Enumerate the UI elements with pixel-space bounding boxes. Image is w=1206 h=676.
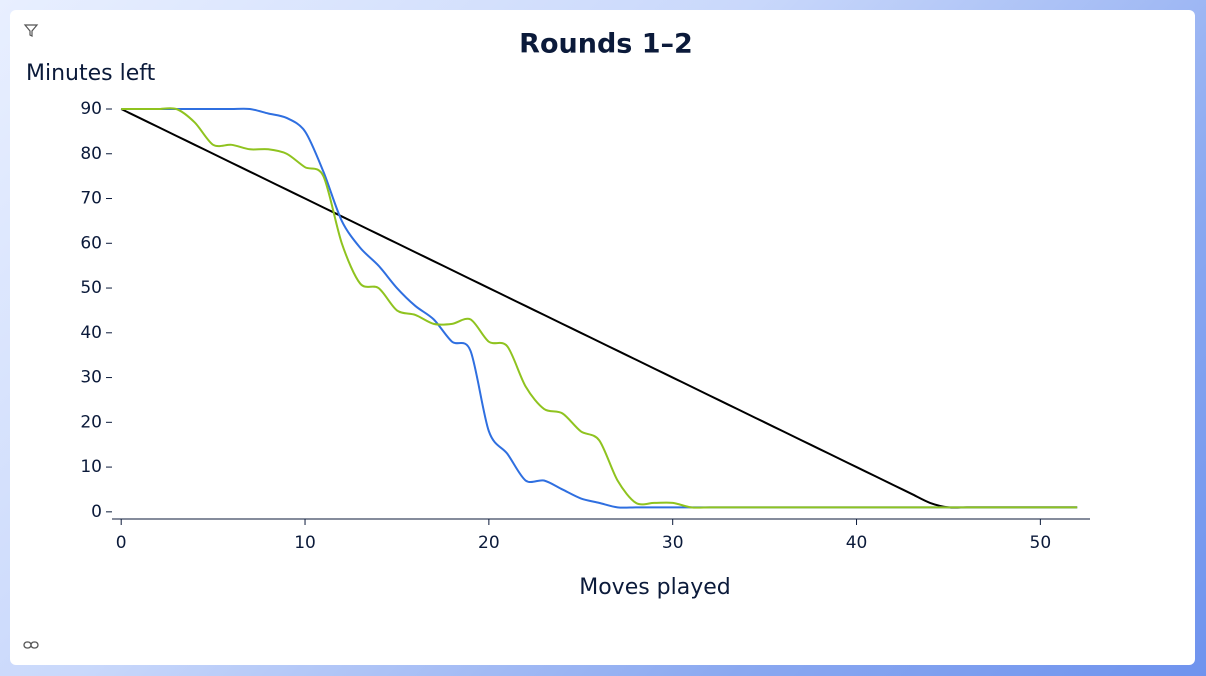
y-axis-label: Minutes left — [26, 61, 156, 86]
series-line — [121, 107, 1078, 509]
y-tick-label: 0 — [91, 502, 102, 522]
x-axis-label: Moves played — [579, 575, 731, 600]
x-tick-label: 30 — [662, 533, 684, 553]
y-tick-label: 80 — [80, 144, 102, 164]
y-tick-label: 60 — [80, 233, 102, 253]
y-tick-label: 50 — [80, 278, 102, 298]
y-tick-label: 70 — [80, 189, 102, 209]
series-line — [120, 108, 1078, 509]
y-tick-label: 10 — [80, 457, 102, 477]
chart-title: Rounds 1–2 — [519, 29, 693, 60]
x-tick-label: 40 — [846, 533, 868, 553]
x-tick-label: 20 — [478, 533, 500, 553]
y-tick-label: 20 — [80, 412, 102, 432]
series-line — [121, 107, 1078, 509]
x-tick-label: 50 — [1030, 533, 1052, 553]
x-tick-label: 0 — [116, 533, 127, 553]
link-icon[interactable] — [23, 641, 39, 649]
y-tick-label: 40 — [80, 323, 102, 343]
filter-icon[interactable] — [23, 24, 39, 37]
y-tick-label: 90 — [80, 99, 102, 119]
card — [10, 10, 1195, 665]
y-tick-label: 30 — [80, 368, 102, 388]
x-tick-label: 10 — [294, 533, 316, 553]
